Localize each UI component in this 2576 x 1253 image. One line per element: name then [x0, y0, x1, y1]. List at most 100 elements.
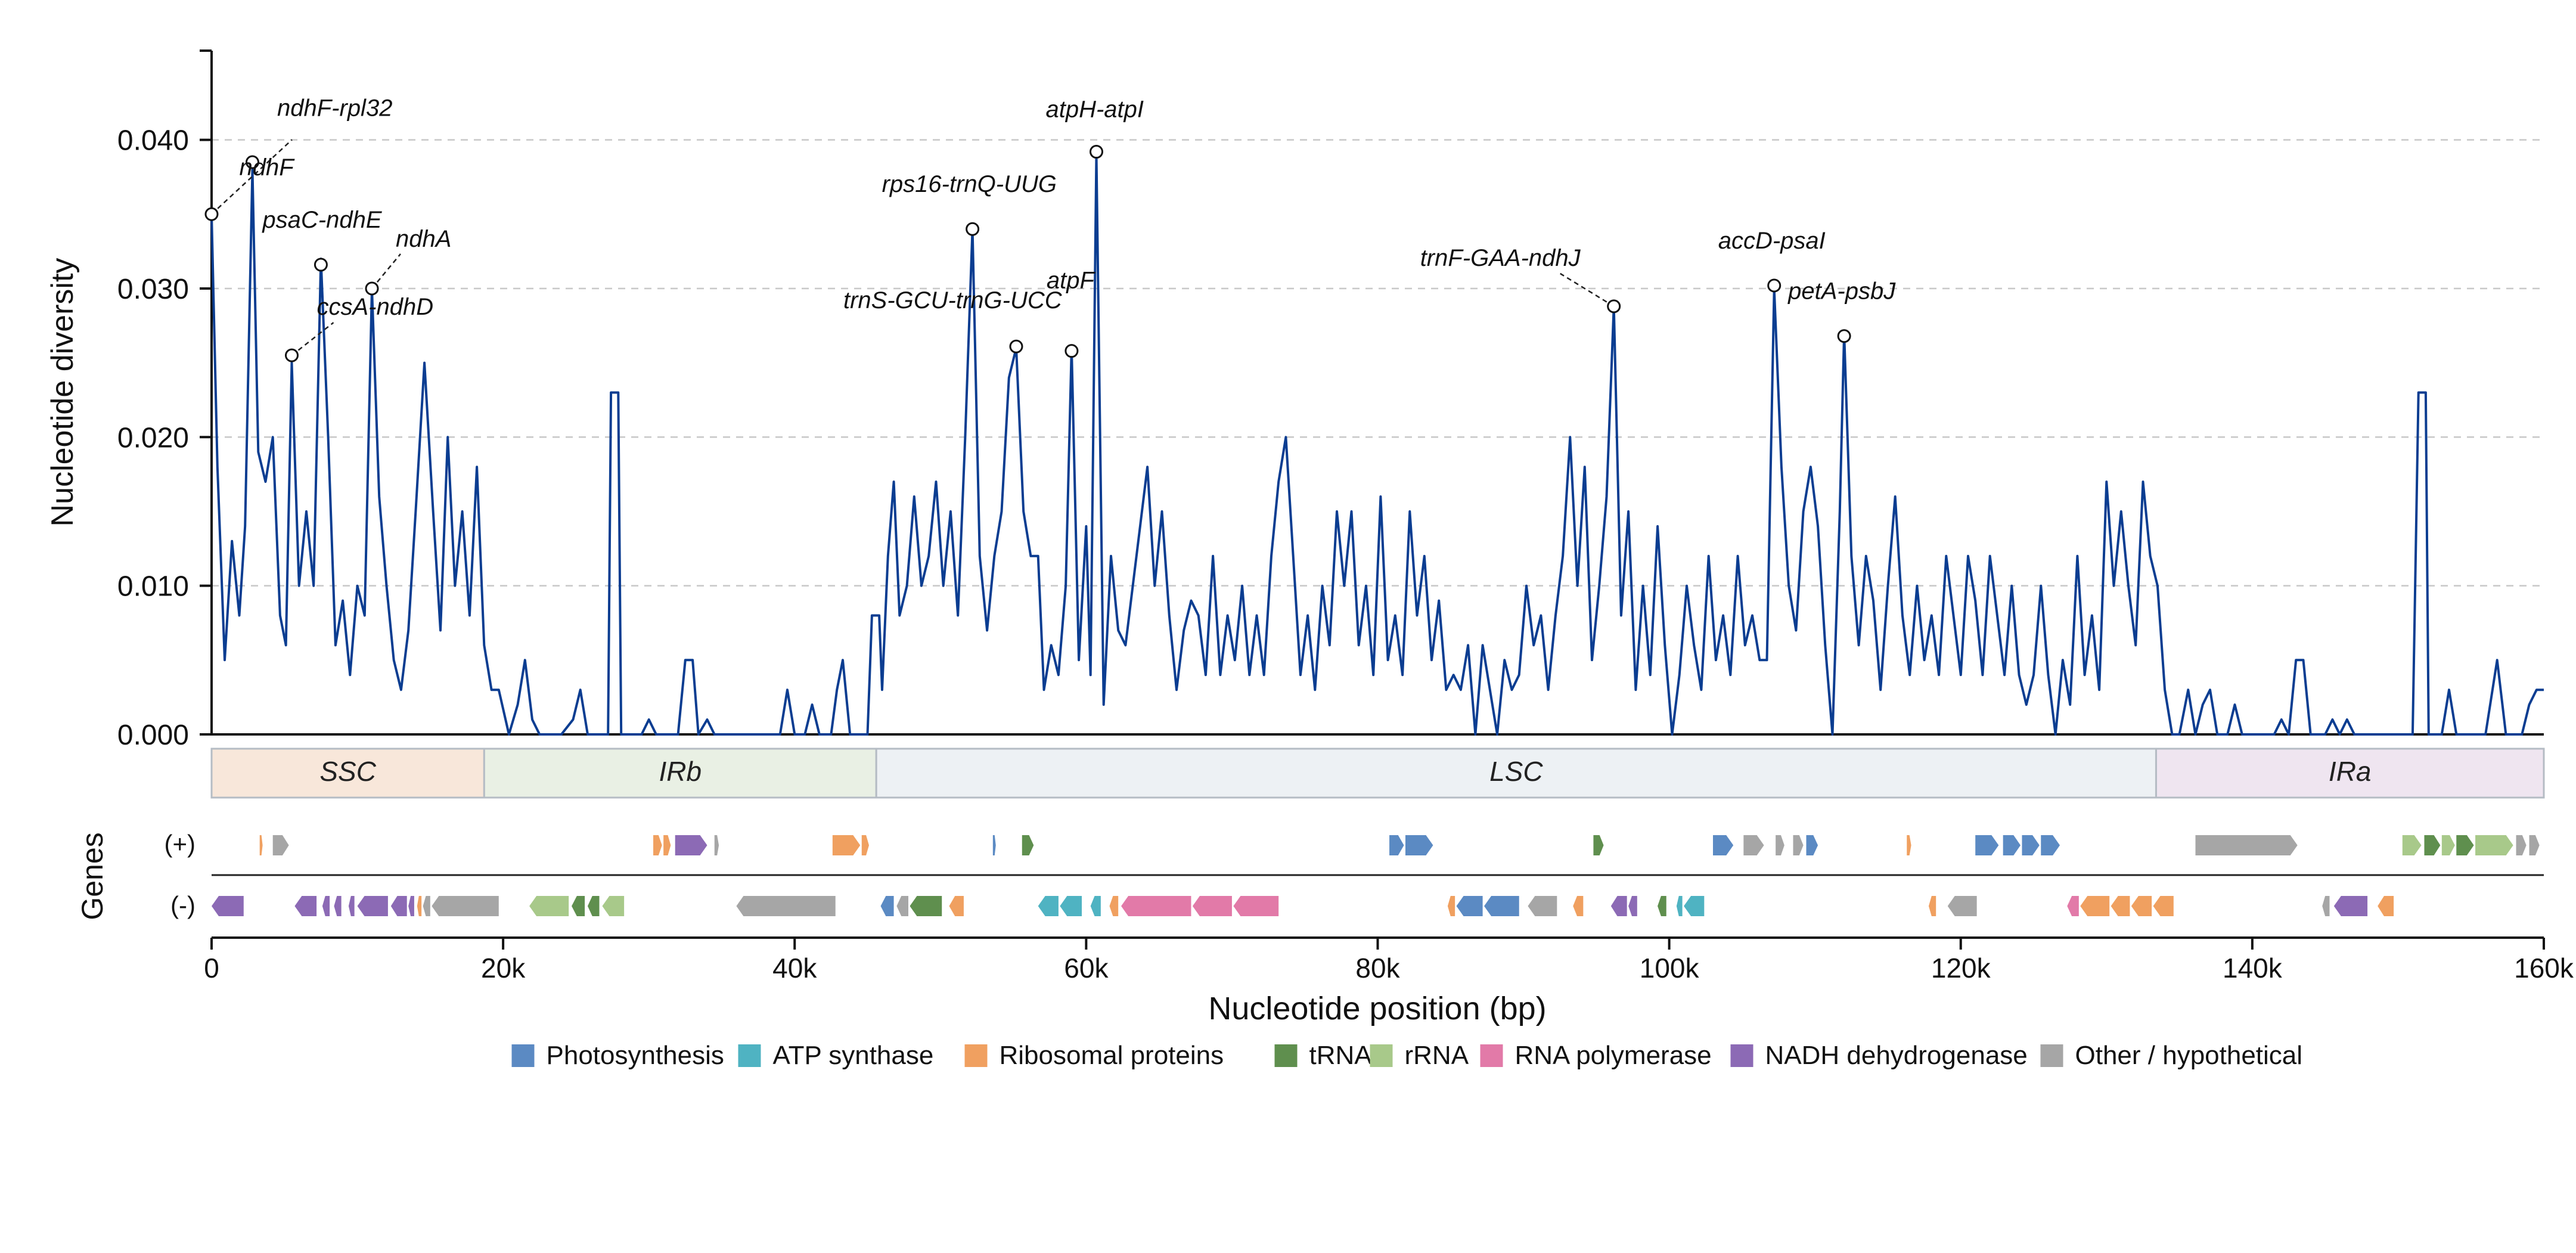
minus-strand-label: (-): [170, 891, 195, 919]
legend-swatch: [2040, 1044, 2063, 1067]
gene-feature: [1806, 835, 1818, 855]
gene-feature: [714, 835, 719, 855]
gene-feature: [1528, 896, 1557, 916]
gene-feature: [390, 896, 407, 916]
gene-category-legend: Photosynthesis ATP synthase Ribosomal prot…: [511, 1041, 2303, 1070]
region-box: [2155, 748, 2545, 799]
x-tick-label: 0: [204, 953, 219, 984]
gene-feature: [1684, 896, 1705, 916]
x-tick-label: 20k: [481, 953, 526, 984]
peak-marker: [1767, 278, 1782, 293]
peak-marker: [365, 281, 379, 296]
peak-marker: [245, 155, 259, 169]
gene-feature: [417, 896, 422, 916]
peak-marker: [1607, 299, 1621, 314]
gene-feature: [2003, 835, 2021, 855]
peak-marker: [1009, 339, 1023, 353]
gene-feature: [1109, 896, 1119, 916]
gene-feature: [1947, 896, 1977, 916]
legend-label: RNA polymerase: [1515, 1041, 1712, 1070]
gene-feature: [1060, 896, 1082, 916]
gene-feature: [1743, 835, 1764, 855]
gene-feature: [2378, 896, 2394, 916]
peak-label: atpF: [1047, 268, 1096, 294]
x-tick-label: 140k: [2223, 953, 2283, 984]
y-tick-label: 0.040: [117, 125, 189, 157]
peak-label: ccsA-ndhD: [317, 294, 434, 320]
gene-feature: [408, 896, 414, 916]
gene-feature: [2080, 896, 2110, 916]
peak-marker: [966, 222, 980, 236]
peak-label: trnS-GCU-trnG-UCC: [843, 287, 1063, 314]
gene-feature: [1610, 896, 1627, 916]
gene-feature: [1712, 835, 1734, 855]
gene-feature: [2131, 896, 2152, 916]
gene-feature: [1233, 896, 1279, 916]
gene-feature: [2041, 835, 2060, 855]
gene-feature: [602, 896, 625, 916]
gene-feature: [1907, 835, 1911, 855]
legend-label: tRNA: [1309, 1041, 1373, 1070]
gene-feature: [1447, 896, 1455, 916]
gene-feature: [334, 896, 342, 916]
gene-feature: [992, 835, 996, 855]
plus-strand-label: (+): [165, 830, 196, 858]
y-tick-label: 0.000: [117, 719, 189, 751]
legend-label: Other / hypothetical: [2075, 1041, 2303, 1070]
annotation-leader: [371, 253, 401, 289]
peak-annotations: ndhF-rpl32 ndhF psaC-ndhE ndhA ccsA-ndhD rps1…: [204, 95, 1896, 362]
legend-label: rRNA: [1405, 1041, 1469, 1070]
minus-strand-genes: [212, 896, 2394, 916]
gene-feature: [272, 835, 289, 855]
plus-strand-genes: [259, 835, 2540, 855]
gene-feature: [259, 835, 263, 855]
gene-feature: [294, 896, 317, 916]
gene-feature: [1593, 835, 1604, 855]
gene-feature: [2022, 835, 2040, 855]
gene-feature: [2529, 835, 2540, 855]
gene-feature: [1022, 835, 1034, 855]
peak-marker: [285, 348, 299, 362]
gene-feature: [663, 835, 671, 855]
gene-feature: [1975, 835, 1999, 855]
gene-feature: [1090, 896, 1101, 916]
gene-feature: [587, 896, 600, 916]
y-gridlines: [212, 139, 2544, 587]
x-tick-label: 40k: [772, 953, 817, 984]
y-axis-title: Nucleotide diversity: [45, 258, 80, 527]
x-tick-label: 160k: [2514, 953, 2574, 984]
gene-feature: [2441, 835, 2455, 855]
genes-track-title: Genes: [76, 832, 109, 920]
y-tick-label: 0.010: [117, 571, 189, 603]
region-box: [210, 748, 485, 799]
legend-swatch: [738, 1044, 761, 1067]
gene-feature: [1484, 896, 1519, 916]
legend-label: Photosynthesis: [547, 1041, 724, 1070]
gene-feature: [2424, 835, 2441, 855]
gene-feature: [572, 896, 585, 916]
gene-feature: [896, 896, 909, 916]
gene-feature: [2111, 896, 2130, 916]
x-tick-label: 80k: [1355, 953, 1400, 984]
legend-label: NADH dehydrogenase: [1765, 1041, 2028, 1070]
y-tick-label: 0.020: [117, 422, 189, 454]
gene-feature: [1793, 835, 1804, 855]
legend-swatch: [1480, 1044, 1503, 1067]
gene-feature: [832, 835, 861, 855]
gene-feature: [910, 896, 942, 916]
x-tick-label: 100k: [1640, 953, 1700, 984]
gene-feature: [1776, 835, 1784, 855]
peak-label: ndhF: [239, 154, 295, 181]
x-axis-title: Nucleotide position (bp): [1208, 991, 1546, 1026]
legend-label: Ribosomal proteins: [1000, 1041, 1224, 1070]
gene-feature: [653, 835, 662, 855]
legend-swatch: [1274, 1044, 1298, 1067]
y-tick-label: 0.030: [117, 274, 189, 305]
peak-label: psaC-ndhE: [262, 207, 382, 233]
gene-feature: [880, 896, 894, 916]
gene-feature: [2195, 835, 2298, 855]
gene-feature: [1389, 835, 1404, 855]
peak-label: rps16-trnQ-UUG: [882, 171, 1057, 197]
peak-label: petA-psbJ: [1787, 278, 1896, 305]
x-axis-ticks: 0 20k 40k 60k 80k 100k 120k 140k 160k: [204, 938, 2574, 984]
